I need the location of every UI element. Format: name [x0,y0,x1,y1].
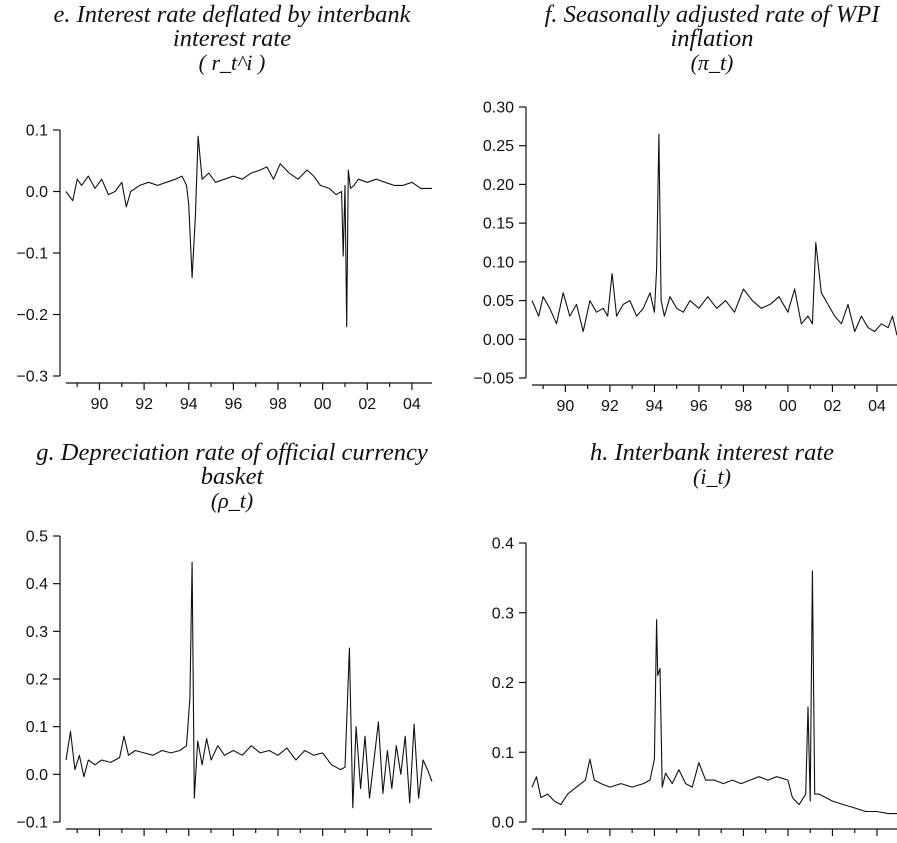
x-tick-label: 94 [180,396,198,413]
y-tick-label: 0.25 [483,138,514,155]
x-tick-label: 04 [868,398,886,415]
y-tick-label: 0.3 [26,624,48,641]
x-tick-label: 92 [601,398,619,415]
y-tick-label: 0.0 [26,184,48,201]
y-tick-label: 0.0 [26,767,48,784]
x-tick-label: 02 [824,398,842,415]
chart-panel-h: h. Interbank interest rate(i_t) 0.0 0.1 0.2… [492,439,897,843]
y-tick-label: 0.2 [492,675,514,692]
y-tick-label: −0.1 [16,246,48,263]
x-tick-label: 04 [403,396,421,413]
chart-title-line: f. Seasonally adjusted rate of WPI [545,1,882,28]
series-line-e [65,135,432,328]
chart-title-line: h. Interbank interest rate [590,439,834,466]
chart-subtitle: ( r_t^i ) [199,50,266,75]
y-tick-label: 0.4 [492,536,514,553]
chart-panel-g: g. Depreciation rate of official currenc… [16,439,433,843]
y-tick-label: 0.00 [483,332,514,349]
chart-subtitle: (i_t) [693,464,731,489]
chart-title-line: basket [201,463,265,490]
y-tick-label: 0.05 [483,293,514,310]
y-tick-label: 0.2 [26,672,48,689]
y-tick-label: 0.1 [492,745,514,762]
chart-title-line: g. Depreciation rate of official currenc… [36,439,428,466]
y-tick-label: −0.1 [16,815,48,832]
x-tick-label: 94 [646,398,664,415]
chart-title-line: inflation [670,25,753,52]
x-tick-label: 00 [779,398,797,415]
x-tick-label: 98 [269,396,287,413]
y-tick-label: 0.30 [483,100,514,117]
x-tick-label: 98 [735,398,753,415]
x-tick-label: 00 [314,396,332,413]
y-tick-label: 0.0 [492,815,514,832]
chart-subtitle: (ρ_t) [211,488,253,513]
y-tick-label: 0.4 [26,576,48,593]
chart-title-line: e. Interest rate deflated by interbank [54,1,412,28]
y-tick-label: 0.1 [26,719,48,736]
x-tick-label: 02 [358,396,376,413]
chart-panel-e: e. Interest rate deflated by interbankin… [16,1,432,413]
y-tick-label: 0.20 [483,177,514,194]
x-tick-label: 90 [91,396,109,413]
series-line-h [531,570,897,815]
chart-panel-f: f. Seasonally adjusted rate of WPIinflat… [474,1,897,415]
y-tick-label: 0.5 [26,529,48,546]
chart-title-line: interest rate [173,25,291,52]
series-line-f [531,133,897,336]
y-tick-label: −0.2 [16,307,48,324]
y-tick-label: 0.3 [492,605,514,622]
x-tick-label: 92 [135,396,153,413]
x-tick-label: 96 [224,396,242,413]
y-tick-label: 0.1 [26,123,48,140]
x-tick-label: 96 [690,398,708,415]
chart-subtitle: (π_t) [691,50,734,75]
y-tick-label: 0.10 [483,254,514,271]
y-tick-label: −0.3 [16,369,48,386]
series-line-g [65,561,433,809]
y-tick-label: 0.15 [483,216,514,233]
y-tick-label: −0.05 [474,371,515,388]
x-tick-label: 90 [556,398,574,415]
